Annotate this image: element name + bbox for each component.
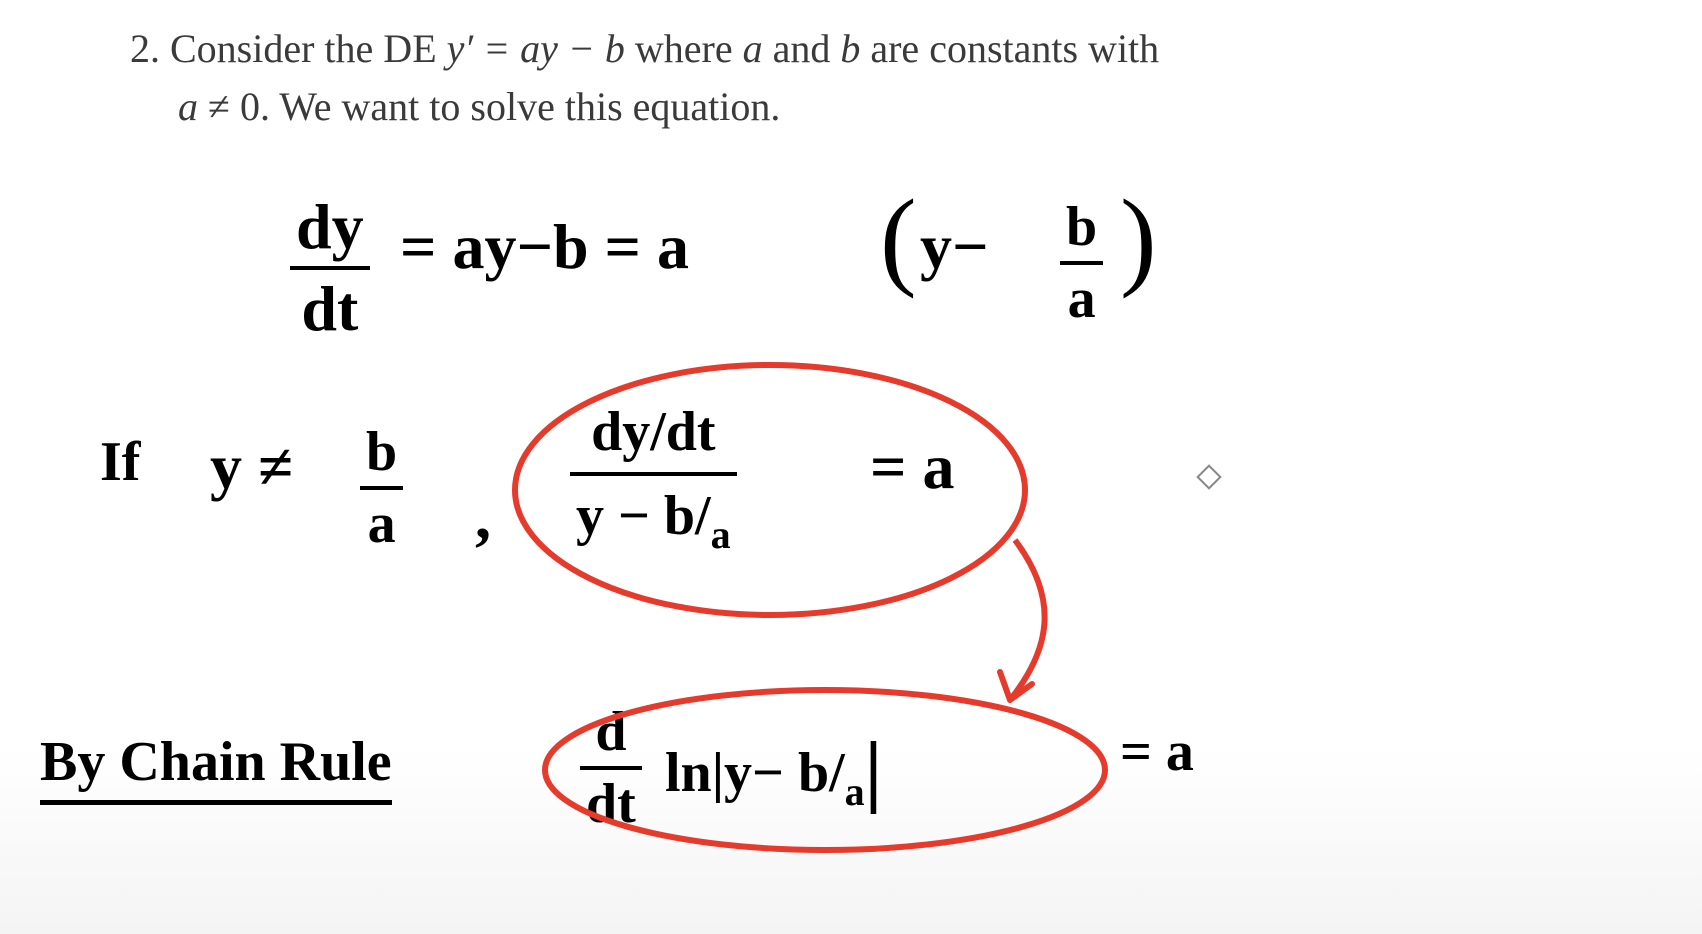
arrow-head <box>1000 672 1032 700</box>
step3-ln: ln|y− b/a| <box>665 720 882 811</box>
problem-eq: y′ = ay − b <box>447 26 625 71</box>
step2-frac-a: a <box>360 490 403 556</box>
step2-num: dy/dt <box>570 400 737 476</box>
problem-and: and <box>763 26 841 71</box>
step2-y: y ≠ <box>210 430 293 504</box>
chain-rule-label: By Chain Rule <box>40 730 392 805</box>
step2-den-a: a <box>711 512 731 557</box>
step3-eq-a: = a <box>1120 720 1194 784</box>
problem-number: 2. <box>130 26 160 71</box>
step1-dt: dt <box>290 270 370 346</box>
problem-end: are constants with <box>860 26 1159 71</box>
step2-frac-b: b <box>360 420 403 490</box>
problem-a: a <box>743 26 763 71</box>
problem-line-2: a ≠ 0. We want to solve this equation. <box>178 78 780 136</box>
step3-ln-a: a <box>845 769 865 814</box>
slide-page: 2. Consider the DE y′ = ay − b where a a… <box>0 0 1702 934</box>
step2-b-over-a: b a <box>360 420 403 556</box>
step1-frac-b: b <box>1060 195 1103 265</box>
step1-paren-open: ( <box>880 175 917 302</box>
step1-dy: dy <box>290 190 370 270</box>
step1-lhs-frac: dy dt <box>290 190 370 346</box>
step1-frac-a: a <box>1060 265 1103 331</box>
problem-neq: ≠ 0. We want to solve this equation. <box>198 84 780 129</box>
problem-line-1: 2. Consider the DE y′ = ay − b where a a… <box>130 20 1159 78</box>
step2-den: y − b/ <box>576 485 711 547</box>
problem-b: b <box>840 26 860 71</box>
step1-b-over-a: b a <box>1060 195 1103 331</box>
step3-d: d <box>580 700 642 770</box>
cursor-icon <box>1196 464 1221 489</box>
step1-mid: = ay−b = a <box>400 210 689 284</box>
step3-dt: dt <box>580 770 642 836</box>
step3-ln-text: ln|y− b/ <box>665 742 845 804</box>
step2-if: If <box>100 430 140 494</box>
step2-comma: , <box>475 480 491 554</box>
step1-y-minus: y− <box>920 210 988 284</box>
step3-ddt: d dt <box>580 700 642 836</box>
step2-eq-a: = a <box>870 430 954 504</box>
step1-paren-close: ) <box>1120 175 1157 302</box>
step2-big-frac: dy/dt y − b/a <box>570 400 737 548</box>
arrow-annotation <box>1010 540 1045 700</box>
step3-ln-close: | <box>865 727 883 815</box>
problem-post: where <box>625 26 743 71</box>
problem-a2: a <box>178 84 198 129</box>
problem-pre: Consider the DE <box>170 26 447 71</box>
